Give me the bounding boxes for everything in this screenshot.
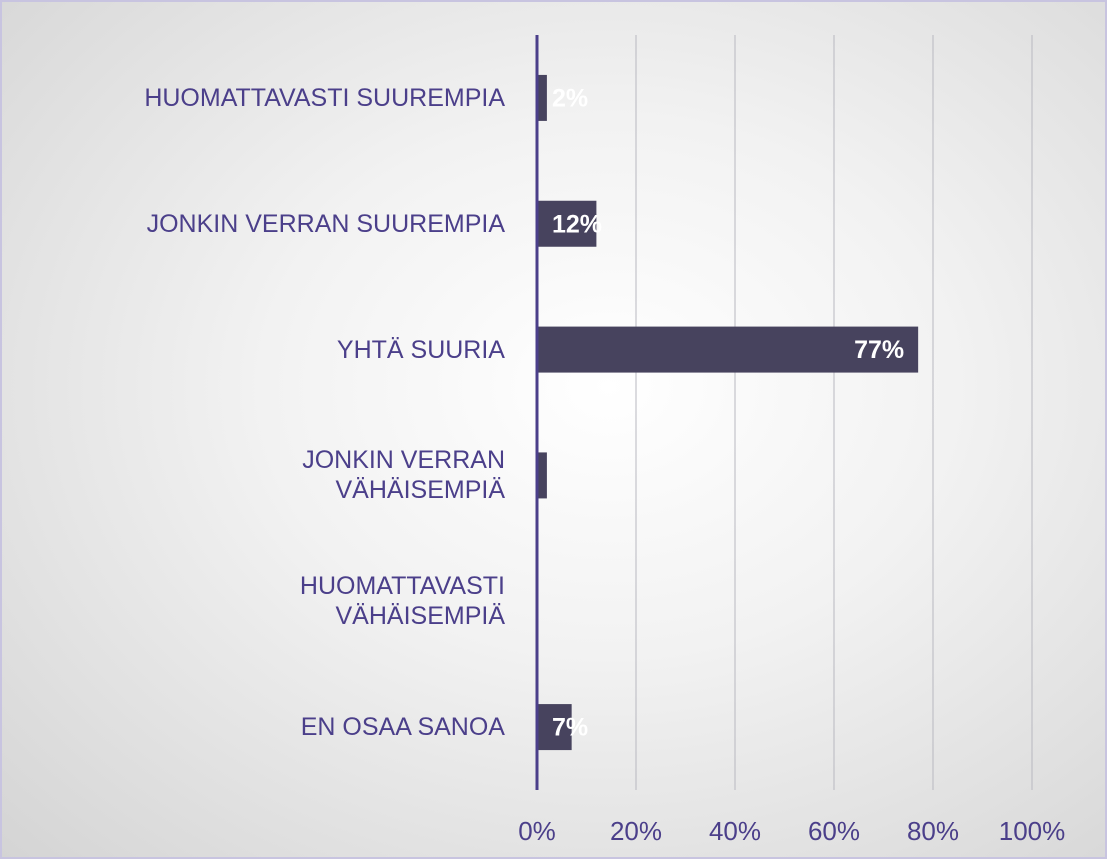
y-tick-label: JONKIN VERRAN SUUREMPIA [146, 209, 505, 238]
x-tick-label: 20% [610, 816, 662, 846]
data-label: 77% [854, 336, 904, 364]
data-label: 2% [552, 85, 588, 113]
x-tick-label: 40% [709, 816, 761, 846]
bar [537, 704, 572, 751]
data-label: 7% [552, 714, 588, 742]
x-tick-label: 60% [808, 816, 860, 846]
y-tick-label: HUOMATTAVASTI SUUREMPIA [144, 83, 505, 112]
y-tick-label: EN OSAA SANOA [300, 713, 505, 742]
y-tick-label: JONKIN VERRAN VÄHÄISEMPIÄ [302, 446, 505, 505]
y-tick-label: YHTÄ SUURIA [336, 335, 505, 364]
x-tick-label: 100% [999, 816, 1066, 846]
y-tick-label: HUOMATTAVASTI VÄHÄISEMPIÄ [299, 572, 505, 631]
bar [537, 326, 919, 373]
x-tick-label: 0% [518, 816, 556, 846]
bar [537, 200, 597, 247]
x-tick-label: 80% [907, 816, 959, 846]
data-label: 12% [552, 210, 602, 238]
bar [537, 452, 547, 499]
bar [537, 74, 547, 121]
